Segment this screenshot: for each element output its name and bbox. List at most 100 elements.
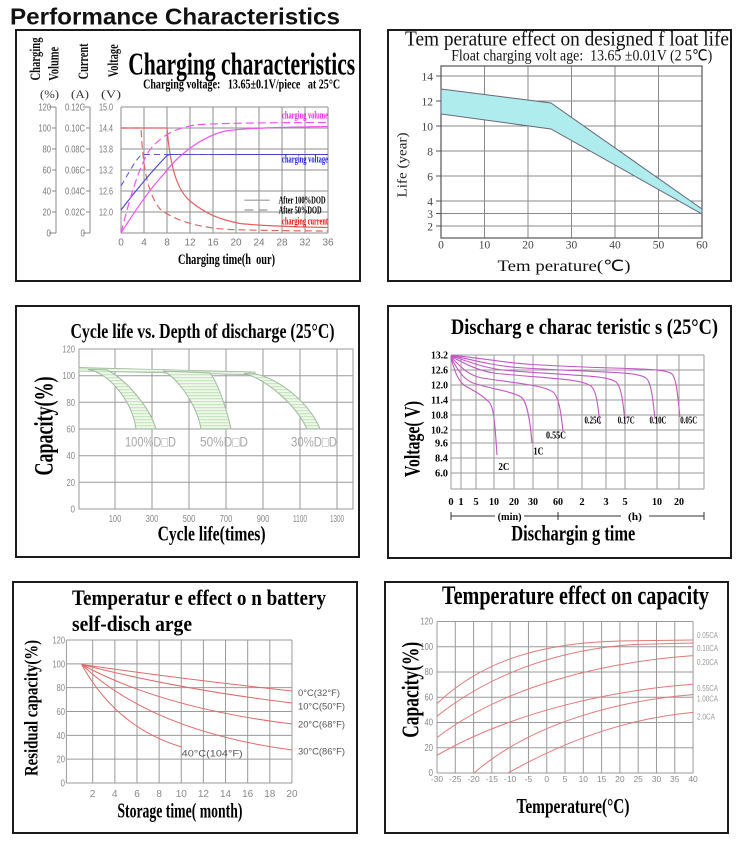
- svg-text:12.6: 12.6: [431, 366, 448, 377]
- svg-text:5: 5: [622, 497, 627, 508]
- svg-text:1100: 1100: [293, 514, 307, 525]
- svg-text:30: 30: [528, 497, 538, 508]
- svg-text:1300: 1300: [330, 514, 344, 525]
- svg-text:28: 28: [276, 238, 288, 249]
- svg-text:0: 0: [47, 229, 52, 240]
- svg-text:0.05C: 0.05C: [680, 416, 697, 427]
- svg-text:10: 10: [422, 122, 434, 134]
- svg-text:40: 40: [609, 239, 621, 251]
- svg-text:6: 6: [134, 789, 140, 800]
- svg-text:Charging voltage: 13.65±0.1V: Charging voltage: 13.65±0.1V/piece at 25…: [143, 76, 340, 91]
- svg-text:Voltage: Voltage: [106, 44, 122, 77]
- svg-text:80: 80: [67, 398, 76, 409]
- svg-text:Temperature(°C): Temperature(°C): [517, 794, 630, 818]
- svg-text:16: 16: [242, 789, 254, 800]
- svg-text:36: 36: [322, 238, 334, 249]
- svg-text:0: 0: [448, 497, 453, 508]
- svg-text:-10: -10: [504, 774, 517, 784]
- svg-text:Tem perature(℃): Tem perature(℃): [498, 258, 631, 275]
- svg-text:100: 100: [39, 124, 52, 135]
- svg-text:(A): (A): [71, 87, 89, 101]
- svg-text:-20: -20: [467, 774, 480, 784]
- svg-text:8: 8: [164, 238, 170, 249]
- svg-text:After 50%DOD: After 50%DOD: [279, 205, 322, 216]
- svg-text:40°C(104°F): 40°C(104°F): [182, 748, 243, 759]
- svg-text:0: 0: [61, 778, 66, 789]
- svg-text:60: 60: [696, 239, 708, 251]
- svg-text:20: 20: [674, 497, 684, 508]
- svg-text:20°C(68°F): 20°C(68°F): [298, 720, 345, 731]
- svg-text:80: 80: [43, 145, 52, 156]
- svg-text:100: 100: [421, 642, 434, 653]
- svg-text:Cycle life vs. Depth of discha: Cycle life vs. Depth of discharge (25°C): [71, 319, 335, 343]
- svg-text:-15: -15: [486, 774, 499, 784]
- svg-text:Capacity(%): Capacity(%): [398, 642, 424, 738]
- svg-text:2.0CA: 2.0CA: [697, 712, 715, 722]
- svg-text:25: 25: [633, 774, 643, 784]
- svg-text:5: 5: [473, 497, 478, 508]
- svg-text:30°C(86°F): 30°C(86°F): [298, 746, 345, 757]
- svg-text:20: 20: [230, 238, 242, 249]
- svg-text:30: 30: [566, 239, 578, 251]
- svg-text:5: 5: [563, 774, 568, 784]
- svg-text:100: 100: [63, 371, 76, 382]
- svg-text:12: 12: [184, 238, 196, 249]
- svg-text:Charging characteristics: Charging characteristics: [128, 45, 355, 81]
- svg-text:0.06C: 0.06C: [65, 166, 85, 177]
- svg-text:(h): (h): [628, 512, 642, 523]
- svg-text:60: 60: [553, 497, 563, 508]
- svg-text:0: 0: [81, 229, 86, 240]
- svg-text:1.00CA: 1.00CA: [697, 694, 718, 704]
- svg-text:0.55CA: 0.55CA: [697, 683, 718, 693]
- svg-text:0.02C: 0.02C: [65, 208, 85, 219]
- svg-text:30: 30: [652, 774, 662, 784]
- svg-text:0.10C: 0.10C: [65, 124, 85, 135]
- svg-text:Float charging volt age: 13.6: Float charging volt age: 13.65 ±0.01V (2…: [451, 48, 712, 65]
- svg-text:2: 2: [427, 222, 433, 234]
- svg-text:32: 32: [299, 238, 311, 249]
- svg-text:11.4: 11.4: [431, 396, 449, 407]
- svg-text:Residual capacity(%): Residual capacity(%): [22, 640, 43, 776]
- svg-text:18: 18: [264, 789, 276, 800]
- svg-text:120: 120: [53, 636, 66, 647]
- svg-text:20: 20: [57, 755, 66, 766]
- svg-text:20: 20: [425, 743, 434, 754]
- svg-text:charging volume: charging volume: [282, 111, 328, 122]
- svg-text:Storage time( month): Storage time( month): [117, 799, 242, 823]
- svg-text:self-disch arge: self-disch arge: [72, 611, 192, 636]
- svg-text:50%D□D: 50%D□D: [200, 435, 248, 450]
- svg-text:80: 80: [57, 683, 66, 694]
- svg-text:500: 500: [183, 514, 196, 525]
- svg-text:0.08C: 0.08C: [65, 145, 85, 156]
- svg-text:10°C(50°F): 10°C(50°F): [298, 701, 345, 712]
- svg-text:30%D□D: 30%D□D: [291, 435, 337, 450]
- svg-text:9.6: 9.6: [435, 439, 448, 450]
- svg-text:8.4: 8.4: [435, 454, 449, 465]
- svg-text:(%): (%): [40, 87, 59, 101]
- svg-text:0.05CA: 0.05CA: [697, 630, 718, 640]
- svg-text:10.2: 10.2: [431, 426, 448, 437]
- svg-text:60: 60: [43, 166, 52, 177]
- svg-text:0°C(32°F): 0°C(32°F): [298, 688, 340, 699]
- svg-text:80: 80: [425, 667, 434, 678]
- svg-text:20: 20: [615, 774, 625, 784]
- svg-text:2: 2: [579, 497, 584, 508]
- svg-text:4: 4: [427, 197, 433, 209]
- svg-text:900: 900: [257, 514, 270, 525]
- svg-text:16: 16: [207, 238, 219, 249]
- svg-text:12.0: 12.0: [99, 208, 113, 219]
- svg-text:Volume: Volume: [47, 47, 63, 81]
- svg-text:20: 20: [522, 239, 534, 251]
- svg-text:35: 35: [670, 774, 680, 784]
- svg-text:Tem perature effect on designe: Tem perature effect on designed f loat l…: [405, 29, 729, 50]
- svg-text:(V): (V): [101, 87, 121, 101]
- svg-text:12: 12: [422, 97, 434, 109]
- svg-text:(min): (min): [498, 512, 522, 523]
- svg-text:10: 10: [479, 239, 491, 251]
- svg-text:700: 700: [220, 514, 233, 525]
- svg-text:40: 40: [57, 731, 66, 742]
- svg-text:charging voltage: charging voltage: [282, 155, 328, 166]
- svg-text:10: 10: [176, 789, 188, 800]
- svg-text:6.0: 6.0: [435, 469, 448, 480]
- svg-text:4: 4: [112, 789, 118, 800]
